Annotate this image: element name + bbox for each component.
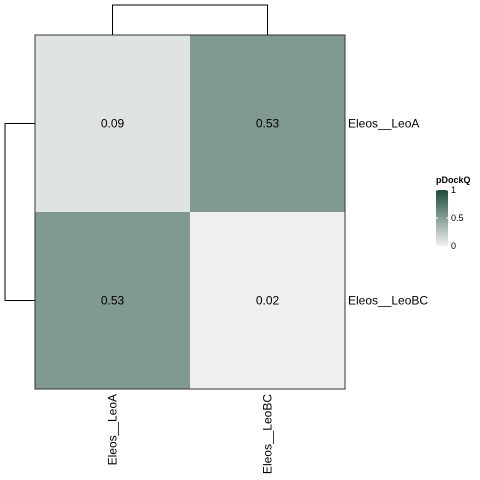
column-dendrogram [112,4,268,35]
row-dendrogram [4,123,35,301]
heatmap-border [34,34,346,390]
column-label: Eleos__LeoBC [261,394,275,474]
cell-value-label: 0.53 [101,294,125,308]
legend-tick-label: 0.5 [451,213,464,223]
heatmap-cell-r1-c0 [35,212,190,389]
heatmap-cell-r0-c1 [190,35,345,212]
cell-value-label: 0.02 [256,294,280,308]
heatmap-cells: 0.09 0.53 0.53 0.02 [35,35,345,389]
legend-colorbar [436,190,448,246]
dendrograms [4,4,268,301]
cell-value-label: 0.09 [101,117,125,131]
legend-tick-label: 1 [451,185,456,195]
heatmap-cell-r0-c0 [35,35,190,212]
row-label: Eleos__LeoBC [348,294,428,308]
row-label: Eleos__LeoA [348,117,419,131]
cell-value-label: 0.53 [256,117,280,131]
legend-title: pDockQ [436,175,471,185]
legend-tick-label: 0 [451,241,456,251]
column-label: Eleos__LeoA [106,394,120,465]
heatmap-cell-r1-c1 [190,212,345,389]
heatmap-axis-labels: Eleos__LeoA Eleos__LeoBC Eleos__LeoA Eleos_… [106,117,429,475]
